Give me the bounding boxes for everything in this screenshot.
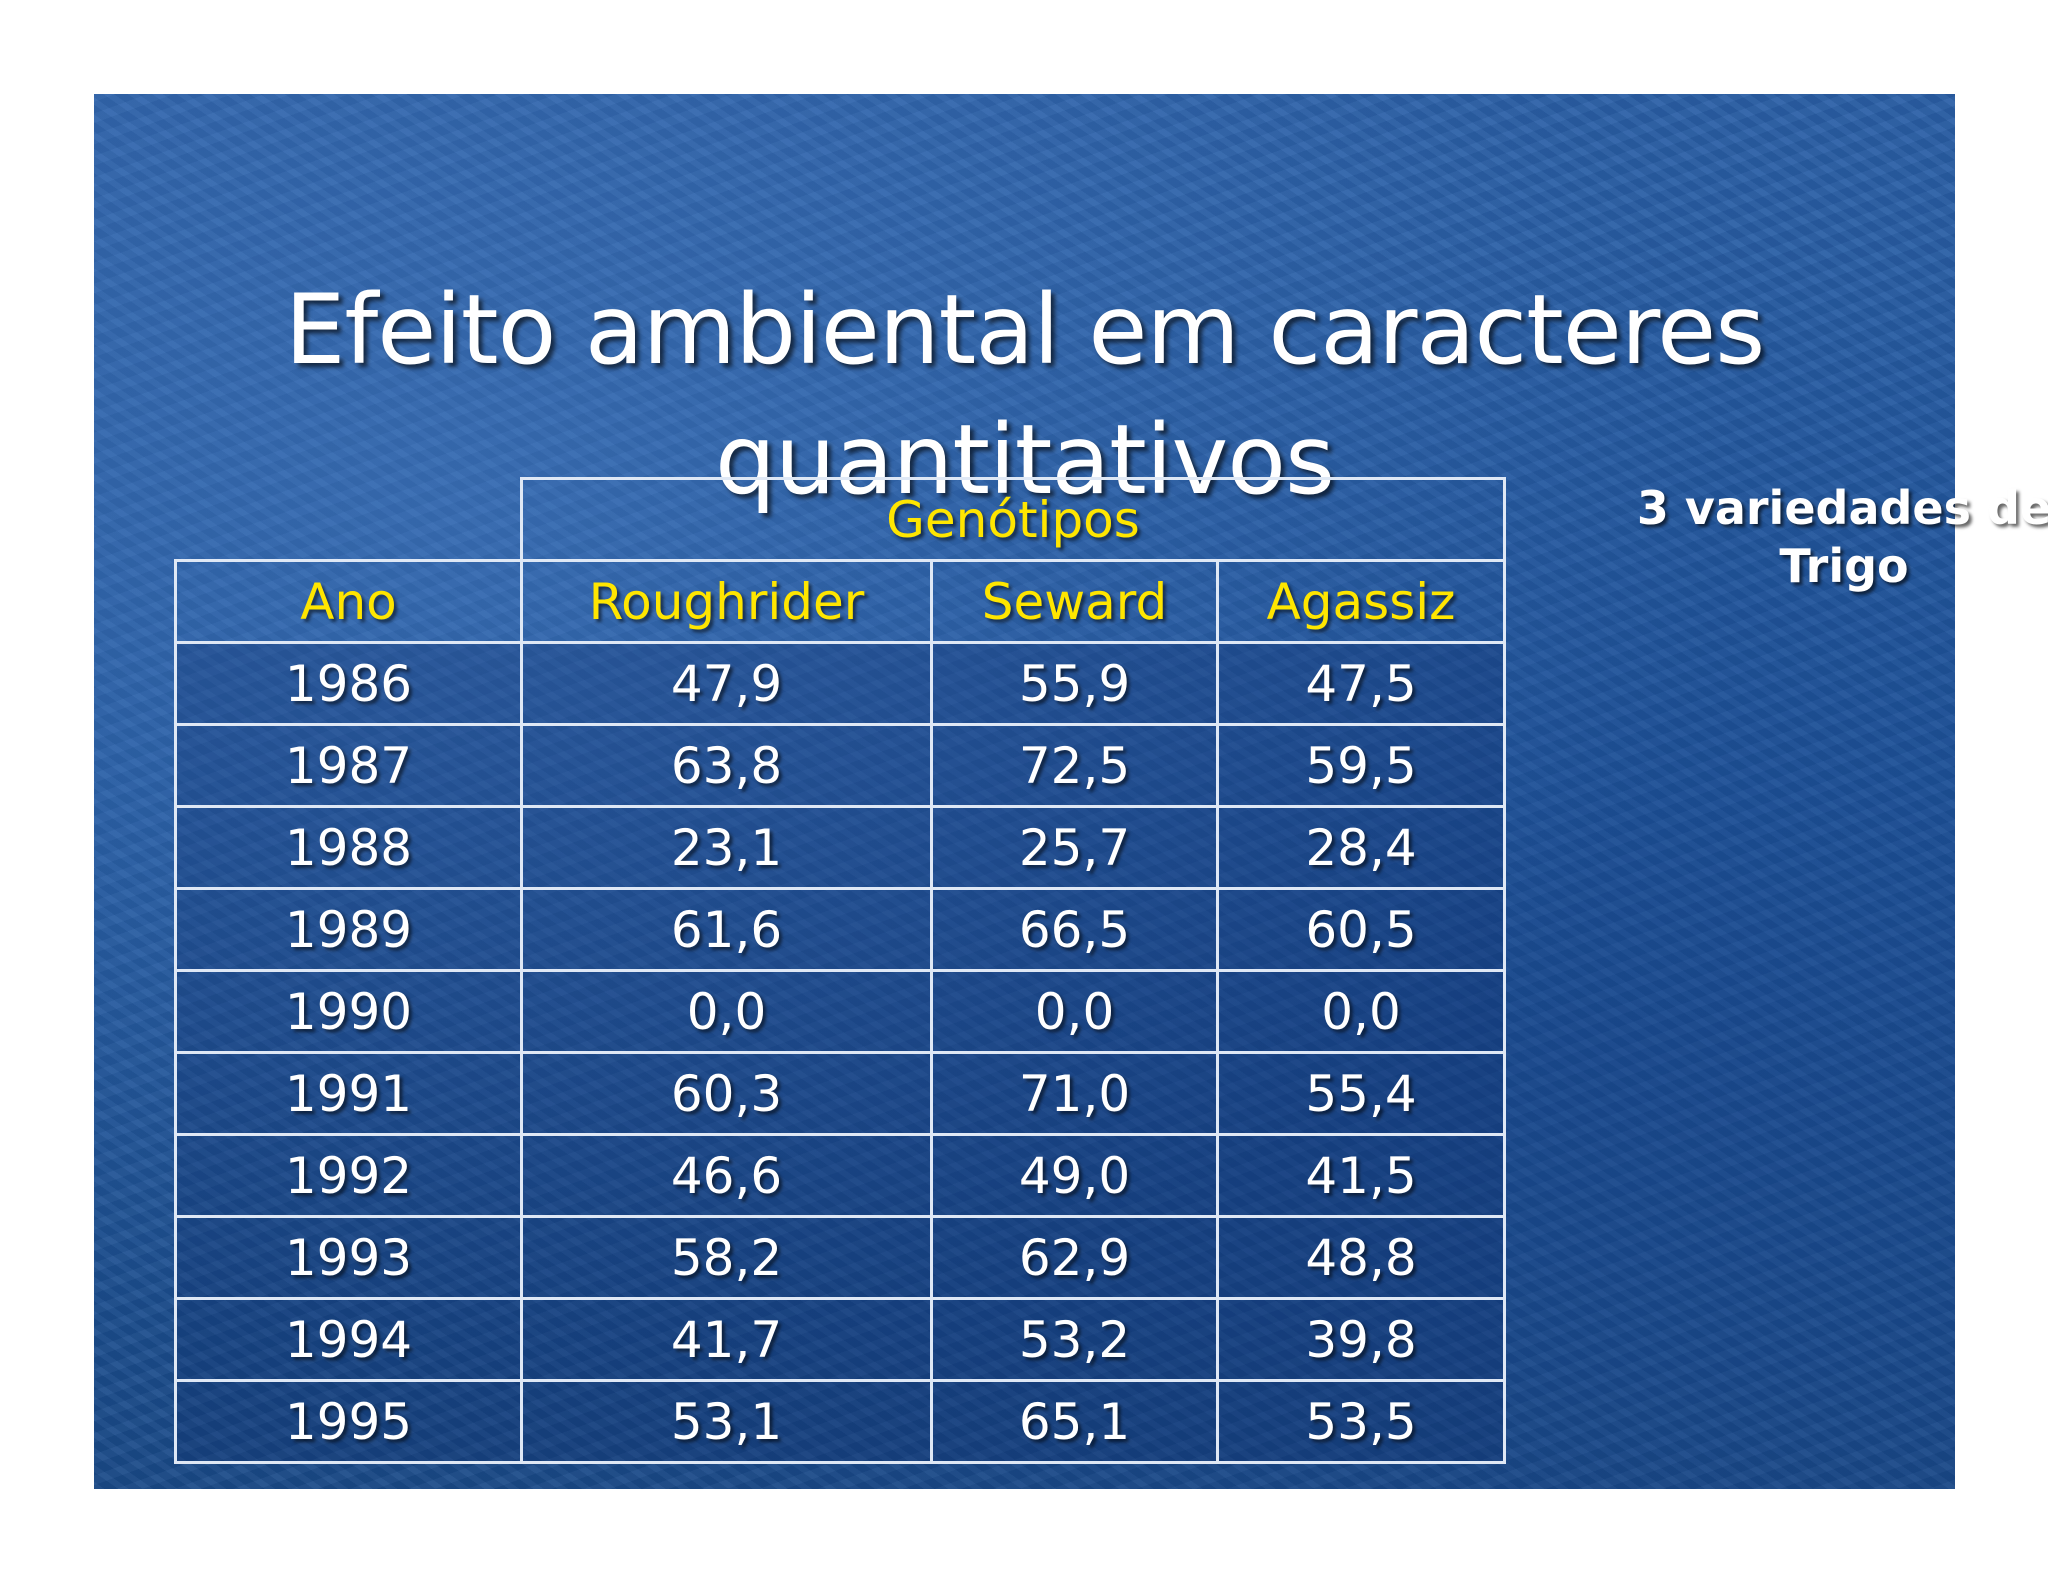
table-row: 1987 63,8 72,5 59,5 xyxy=(174,723,1506,808)
table-row: 1990 0,0 0,0 0,0 xyxy=(174,969,1506,1054)
table-cell: 0,0 xyxy=(1216,969,1506,1054)
table-cell: 49,0 xyxy=(930,1133,1219,1218)
table-cell: 47,9 xyxy=(520,641,933,726)
table-cell: 1986 xyxy=(174,641,523,726)
table-cell: 1989 xyxy=(174,887,523,972)
table-cell: 65,1 xyxy=(930,1379,1219,1464)
table-cell: 60,5 xyxy=(1216,887,1506,972)
table-cell: 53,2 xyxy=(930,1297,1219,1382)
table-cell: 47,5 xyxy=(1216,641,1506,726)
table-cell: 59,5 xyxy=(1216,723,1506,808)
table-cell: 62,9 xyxy=(930,1215,1219,1300)
table-cell: 58,2 xyxy=(520,1215,933,1300)
column-header: Roughrider xyxy=(520,559,933,644)
table-cell: 1994 xyxy=(174,1297,523,1382)
slide: Efeito ambiental em caracteres quantitat… xyxy=(94,94,2048,1489)
table-cell: 0,0 xyxy=(520,969,933,1054)
column-header: Seward xyxy=(930,559,1219,644)
table-cell: 63,8 xyxy=(520,723,933,808)
table-row: 1988 23,1 25,7 28,4 xyxy=(174,805,1506,890)
group-header: Genótipos xyxy=(520,477,1506,562)
table-cell: 23,1 xyxy=(520,805,933,890)
column-header: Agassiz xyxy=(1216,559,1506,644)
table-cell: 72,5 xyxy=(930,723,1219,808)
table-cell: 55,9 xyxy=(930,641,1219,726)
table-row: 1993 58,2 62,9 48,8 xyxy=(174,1215,1506,1300)
table-row: 1991 60,3 71,0 55,4 xyxy=(174,1051,1506,1136)
table-cell: 53,5 xyxy=(1216,1379,1506,1464)
table-row: 1989 61,6 66,5 60,5 xyxy=(174,887,1506,972)
group-header-row: Genótipos xyxy=(175,477,1506,562)
table-cell: 41,5 xyxy=(1216,1133,1506,1218)
table-cell: 71,0 xyxy=(930,1051,1219,1136)
table-cell: 55,4 xyxy=(1216,1051,1506,1136)
table-cell: 1991 xyxy=(174,1051,523,1136)
table-cell: 25,7 xyxy=(930,805,1219,890)
side-note: 3 variedades de Trigo xyxy=(1636,481,2048,593)
table-cell: 39,8 xyxy=(1216,1297,1506,1382)
table-row: 1992 46,6 49,0 41,5 xyxy=(174,1133,1506,1218)
table-row: 1986 47,9 55,9 47,5 xyxy=(174,641,1506,726)
empty-cell xyxy=(175,478,523,562)
table-cell: 1993 xyxy=(174,1215,523,1300)
table-row: 1995 53,1 65,1 53,5 xyxy=(174,1379,1506,1464)
table-cell: 66,5 xyxy=(930,887,1219,972)
header-row: Ano Roughrider Seward Agassiz xyxy=(174,559,1506,644)
table-cell: 28,4 xyxy=(1216,805,1506,890)
table-cell: 0,0 xyxy=(930,969,1219,1054)
table-cell: 46,6 xyxy=(520,1133,933,1218)
table-cell: 1987 xyxy=(174,723,523,808)
table-cell: 1995 xyxy=(174,1379,523,1464)
table-row: 1994 41,7 53,2 39,8 xyxy=(174,1297,1506,1382)
table-cell: 61,6 xyxy=(520,887,933,972)
data-table: Genótipos Ano Roughrider Seward Agassiz 1986 4… xyxy=(174,477,1506,1464)
table-cell: 1988 xyxy=(174,805,523,890)
table-cell: 1992 xyxy=(174,1133,523,1218)
table-cell: 48,8 xyxy=(1216,1215,1506,1300)
table-cell: 60,3 xyxy=(520,1051,933,1136)
title-line: Efeito ambiental em caracteres xyxy=(284,274,1766,386)
column-header: Ano xyxy=(174,559,523,644)
table-cell: 1990 xyxy=(174,969,523,1054)
table-cell: 41,7 xyxy=(520,1297,933,1382)
table-cell: 53,1 xyxy=(520,1379,933,1464)
